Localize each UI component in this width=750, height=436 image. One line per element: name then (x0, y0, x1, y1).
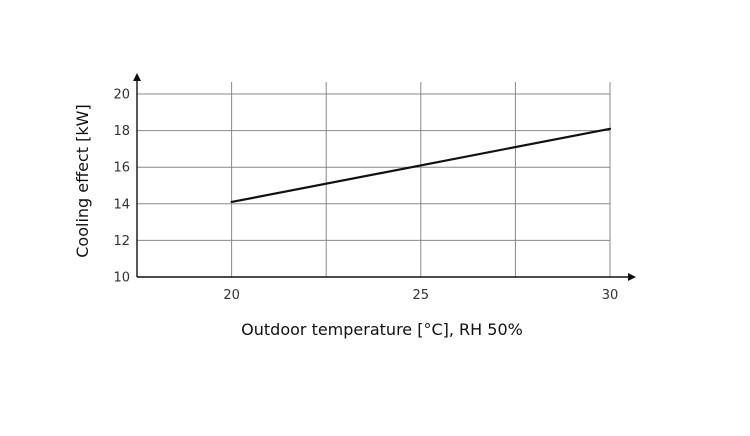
series-line-0 (230, 127, 612, 204)
tick-labels: 10 12 14 16 18 20 20 25 30 (113, 88, 618, 304)
x-tick-label-20: 20 (223, 288, 240, 303)
y-tick-label-10: 10 (113, 271, 130, 286)
x-tick-label-25: 25 (413, 288, 430, 303)
x-tick-label-30: 30 (602, 288, 619, 303)
x-axis-arrow-icon (628, 273, 636, 281)
series (230, 127, 612, 204)
y-tick-label-14: 14 (113, 197, 130, 212)
y-axis-title: Cooling effect [kW] (73, 104, 92, 257)
x-axis-title: Outdoor temperature [°C], RH 50% (241, 320, 523, 339)
y-axis-arrow-icon (133, 73, 141, 81)
y-tick-label-18: 18 (113, 124, 130, 139)
grid (137, 82, 611, 277)
axes (133, 73, 636, 281)
y-tick-label-12: 12 (113, 234, 130, 249)
y-tick-label-16: 16 (113, 161, 130, 176)
y-tick-label-20: 20 (113, 88, 130, 103)
